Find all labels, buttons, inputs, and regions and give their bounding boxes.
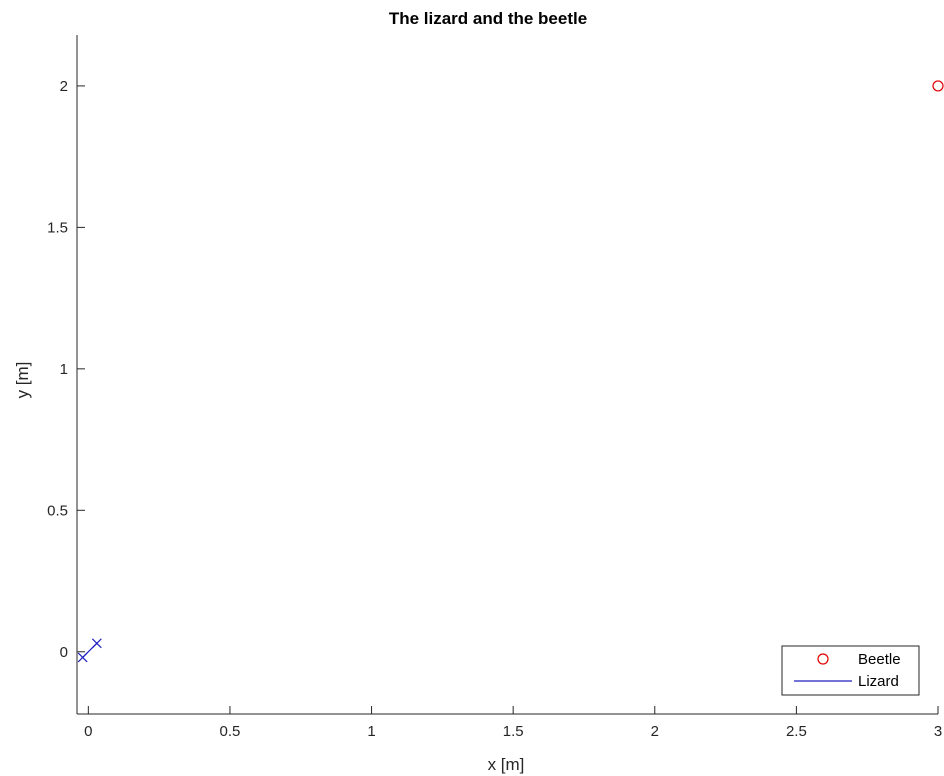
chart-title: The lizard and the beetle <box>389 9 587 28</box>
y-tick-label: 1.5 <box>47 219 68 236</box>
x-tick-label: 2.5 <box>786 723 807 740</box>
y-tick-label: 0.5 <box>47 502 68 519</box>
x-tick-label: 3 <box>934 723 942 740</box>
y-tick-label: 1 <box>60 361 68 378</box>
plot-area <box>78 81 943 662</box>
x-tick-label: 0 <box>84 723 92 740</box>
beetle-marker <box>933 81 943 91</box>
x-tick-label: 1.5 <box>503 723 524 740</box>
y-axis-label: y [m] <box>13 362 32 399</box>
legend-label-lizard: Lizard <box>858 673 899 690</box>
axes <box>77 35 938 714</box>
x-tick-label: 1 <box>367 723 375 740</box>
legend-label-beetle: Beetle <box>858 651 901 668</box>
x-tick-label: 0.5 <box>220 723 241 740</box>
ticks: 0 0.5 1 1.5 2 2.5 3 0 0.5 1 1.5 2 <box>47 78 942 740</box>
legend: Beetle Lizard <box>782 646 919 695</box>
lizard-x-marker <box>78 653 87 662</box>
x-axis-label: x [m] <box>488 755 525 774</box>
y-tick-label: 2 <box>60 78 68 95</box>
lizard-x-marker <box>92 639 101 648</box>
y-tick-label: 0 <box>60 644 68 661</box>
x-tick-label: 2 <box>651 723 659 740</box>
